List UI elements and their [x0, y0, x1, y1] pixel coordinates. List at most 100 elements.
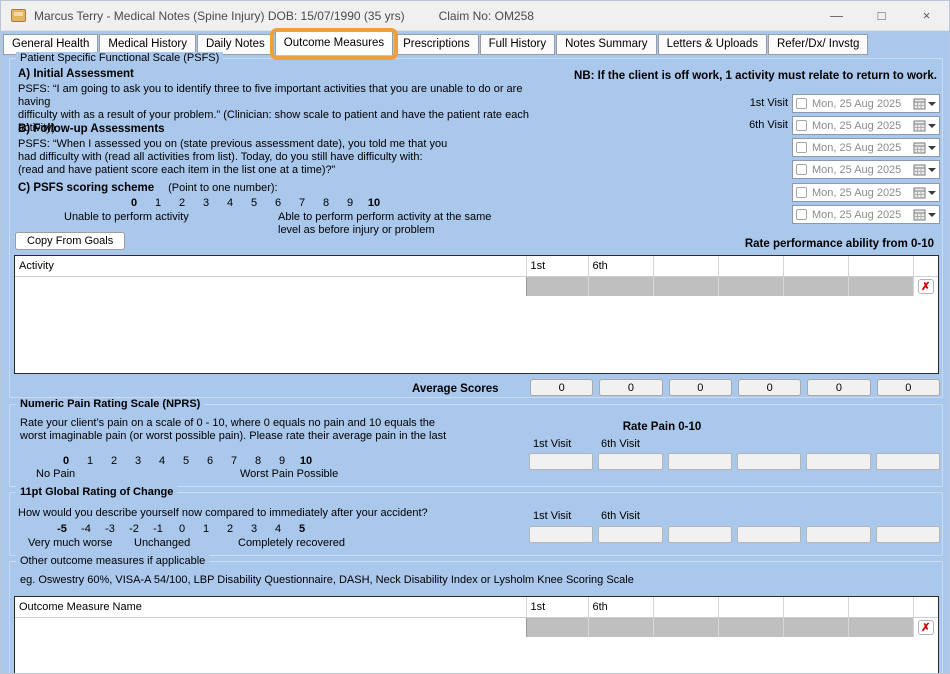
groc-scale-number: -3 [105, 523, 115, 535]
col-6th: 6th [588, 256, 654, 277]
delete-row-button[interactable]: ✗ [917, 619, 934, 635]
date-checkbox[interactable] [796, 209, 807, 220]
date-checkbox[interactable] [796, 164, 807, 175]
minimize-button[interactable]: — [830, 8, 843, 23]
section-c-row: C) PSFS scoring scheme (Point to one numb… [18, 182, 278, 194]
psfs-scale-number: 5 [250, 197, 258, 209]
tab-bar: General Health Medical History Daily Not… [1, 28, 949, 60]
calendar-icon[interactable] [913, 98, 926, 110]
pain-score-input[interactable] [667, 453, 732, 470]
tab-full-history[interactable]: Full History [479, 34, 556, 55]
nprs-scale-number: 1 [86, 455, 94, 467]
visit-6-date-picker[interactable]: Mon, 25 Aug 2025 [792, 116, 940, 135]
score-cell[interactable] [653, 617, 719, 637]
other-table-header: Outcome Measure Name 1st 6th [15, 597, 938, 618]
groc-question: How would you describe yourself now comp… [18, 507, 428, 519]
chevron-down-icon[interactable] [928, 145, 936, 150]
change-score-input[interactable] [806, 526, 871, 543]
tab-outcome-measures[interactable]: Outcome Measures [269, 28, 399, 60]
claim-number: Claim No: OM258 [438, 8, 534, 23]
score-cell[interactable] [718, 617, 784, 637]
other-examples: eg. Oswestry 60%, VISA-A 54/100, LBP Dis… [20, 574, 634, 586]
calendar-icon[interactable] [913, 209, 926, 221]
chevron-down-icon[interactable] [928, 212, 936, 217]
tab-outcome-measures-label: Outcome Measures [283, 37, 385, 49]
nprs-description: Rate your client’s pain on a scale of 0 … [20, 417, 447, 442]
col-outcome-measure-name: Outcome Measure Name [15, 597, 527, 618]
change-score-input[interactable] [736, 526, 802, 543]
groc-scale-number: 0 [178, 523, 186, 535]
psfs-scale-max-label: Able to perform perform activity at the … [278, 211, 492, 236]
score-cell[interactable] [783, 276, 849, 296]
col-blank [653, 256, 719, 277]
score-cell[interactable] [653, 276, 719, 296]
nprs-pain-inputs [529, 453, 940, 470]
pain-score-input[interactable] [875, 453, 940, 470]
score-cell[interactable] [526, 276, 589, 296]
visit-4-date-picker[interactable]: Mon, 25 Aug 2025 [792, 160, 940, 179]
section-b-title: B) Follow-up Assessments [18, 123, 165, 135]
date-checkbox[interactable] [796, 142, 807, 153]
chevron-down-icon[interactable] [928, 101, 936, 106]
score-cell[interactable] [848, 276, 914, 296]
score-cell[interactable] [718, 276, 784, 296]
delete-row-button[interactable]: ✗ [917, 278, 934, 294]
chevron-down-icon[interactable] [928, 190, 936, 195]
measure-name-input-cell[interactable] [15, 617, 527, 637]
groc-scale-number: 4 [274, 523, 282, 535]
groc-unchanged-label: Unchanged [134, 537, 191, 549]
calendar-icon[interactable] [913, 187, 926, 199]
copy-from-goals-button[interactable]: Copy From Goals [15, 232, 126, 250]
nprs-scale-number: 9 [278, 455, 286, 467]
activity-table-header: Activity 1st 6th [15, 256, 938, 277]
date-value: Mon, 25 Aug 2025 [812, 141, 902, 154]
change-score-input[interactable] [875, 526, 940, 543]
visit-6th-date-picker[interactable]: Mon, 25 Aug 2025 [792, 205, 940, 224]
tab-refer-dx-invstg[interactable]: Refer/Dx/ Invstg [767, 34, 869, 55]
change-score-input[interactable] [529, 526, 594, 543]
visit-row-5: Mon, 25 Aug 2025 [650, 183, 940, 202]
calendar-icon[interactable] [913, 120, 926, 132]
psfs-group-title: Patient Specific Functional Scale (PSFS) [16, 52, 224, 64]
pain-score-input[interactable] [806, 453, 871, 470]
pain-score-input[interactable] [598, 453, 663, 470]
score-cell[interactable] [526, 617, 589, 637]
visit-row-4: Mon, 25 Aug 2025 [650, 160, 940, 179]
tab-notes-summary[interactable]: Notes Summary [556, 34, 657, 55]
score-cell[interactable] [588, 276, 654, 296]
col-blank [718, 597, 784, 618]
score-cell[interactable] [783, 617, 849, 637]
maximize-button[interactable]: □ [877, 8, 886, 23]
date-checkbox[interactable] [796, 120, 807, 131]
col-blank [718, 256, 784, 277]
date-checkbox[interactable] [796, 187, 807, 198]
visit-1-date-picker[interactable]: Mon, 25 Aug 2025 [792, 94, 940, 113]
calendar-icon[interactable] [913, 142, 926, 154]
activity-input-cell[interactable] [15, 276, 527, 296]
psfs-group: Patient Specific Functional Scale (PSFS)… [9, 52, 943, 398]
pain-score-input[interactable] [529, 453, 594, 470]
activity-table: Activity 1st 6th ✗ [14, 255, 939, 374]
col-blank [783, 597, 849, 618]
tab-letters-uploads[interactable]: Letters & Uploads [657, 34, 767, 55]
average-score-box: 0 [876, 379, 940, 396]
col-blank [783, 256, 849, 277]
change-score-input[interactable] [667, 526, 732, 543]
tab-daily-notes[interactable]: Daily Notes [196, 34, 274, 55]
calendar-icon[interactable] [913, 164, 926, 176]
chevron-down-icon[interactable] [928, 123, 936, 128]
score-cell[interactable] [588, 617, 654, 637]
score-cell[interactable] [848, 617, 914, 637]
chevron-down-icon[interactable] [928, 167, 936, 172]
close-button[interactable]: × [922, 8, 931, 23]
date-checkbox[interactable] [796, 98, 807, 109]
average-score-box: 0 [530, 379, 594, 396]
visit-5-date-picker[interactable]: Mon, 25 Aug 2025 [792, 183, 940, 202]
change-score-input[interactable] [598, 526, 663, 543]
visit-3-date-picker[interactable]: Mon, 25 Aug 2025 [792, 138, 940, 157]
average-scores-label: Average Scores [412, 383, 499, 395]
tab-prescriptions[interactable]: Prescriptions [394, 34, 479, 55]
pain-score-input[interactable] [736, 453, 802, 470]
average-score-box: 0 [737, 379, 802, 396]
tab-medical-history[interactable]: Medical History [99, 34, 196, 55]
